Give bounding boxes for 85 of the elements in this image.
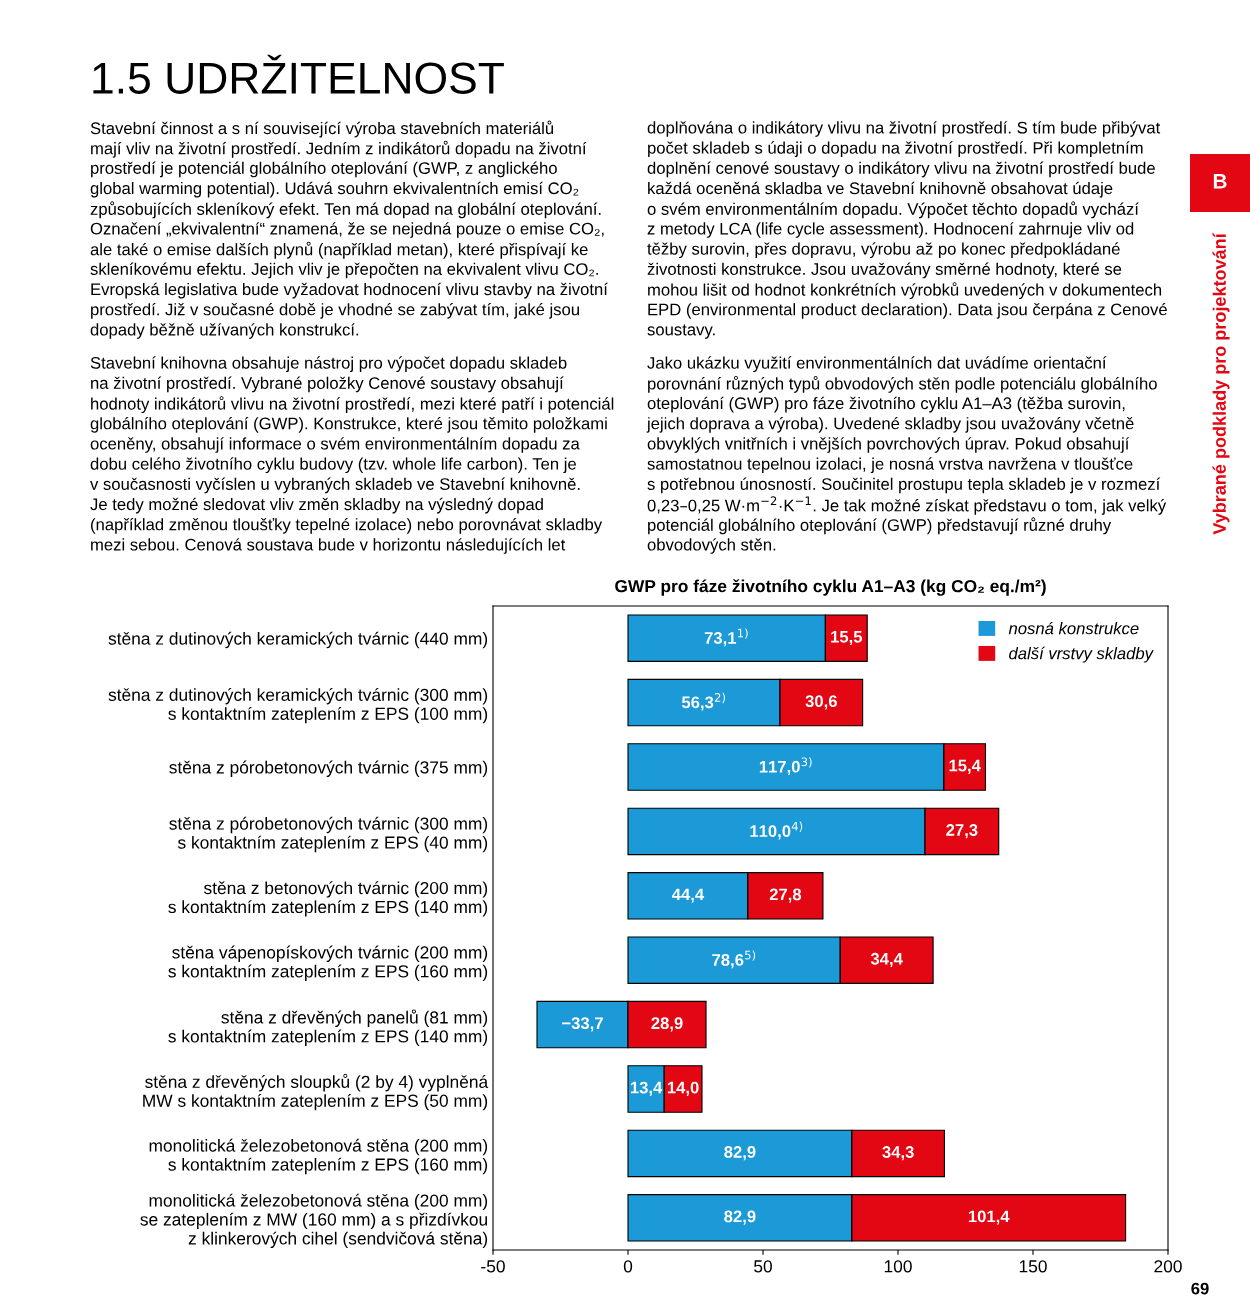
text: porovnání různých typů obvodových stěn podle potenciálu globálního [648, 375, 1157, 393]
data-label: 30,6 [805, 695, 837, 710]
data-label: 27,3 [946, 824, 978, 839]
text: jejich doprava a výroba). Uvedené skladby jsou uvažovány včetně [646, 416, 1134, 433]
x-tick-label: 100 [884, 1260, 912, 1273]
text: každá oceněná skladba ve Stavební knihovně obsahovat údaje [648, 181, 1113, 198]
x-tick-label: 50 [754, 1260, 772, 1273]
data-label: 27,8 [769, 888, 802, 903]
text: dopady běžně užívaných konstrukcí. [90, 323, 359, 339]
text: obvyklých vnitřních i vnějších povrchových úprav. Pokud obsahují [647, 437, 1130, 453]
y-tick-label: stěna z pórobetonových tvárnic (375 mm) [169, 760, 488, 777]
text: prostředí. Již v současné době je vhodné se zabývat tím, jaké jsou [91, 302, 579, 319]
text: Stavební činnost a s ní související výroba stavebních materiálů [90, 120, 554, 138]
text: ale také o emise dalších plynů (například metan), které přispívají ke [90, 241, 588, 259]
data-label: −33,7 [562, 1017, 603, 1032]
y-tick-label: stěna z dutinových keramických tvárnic (300 mm) s kontaktním zateplením z EPS (100 mm) [108, 688, 488, 724]
text: těžby surovin, přes dopravu, výrobu až po konec předpokládané [647, 242, 1120, 259]
text: počet skladeb s údaji o dopadu na životní prostředí. Při kompletním [648, 141, 1143, 158]
text: způsobujících skleníkový efekt. Ten má dopad na globální oteplování. [90, 201, 601, 219]
y-tick-label: monolitická železobetonová stěna (200 mm) se zateplením z MW (160 mm) a s přizdívkou z klinkerových cihel (sendvičová stěna) [140, 1193, 488, 1249]
data-label: 13,4 [630, 1081, 663, 1096]
y-tick-label: stěna z dřevěných panelů (81 mm) s kontaktním zateplením z EPS (140 mm) [168, 1009, 488, 1046]
text: global warming potential). Udává souhrn ekvivalentních emisí CO₂ [90, 181, 579, 198]
data-label: 110,0$^{4)}$ [750, 821, 803, 840]
chart-title: GWP pro fáze životního cyklu A1–A3 (kg CO₂ eq./m²) [615, 579, 1046, 596]
legend-label: nosná konstrukce [1008, 621, 1139, 635]
text: na životní prostředí. Vybrané položky Cenové soustavy obsahují [91, 376, 564, 393]
text: mají vliv na životní prostředí. Jedním z indikátorů dopadu na životní [91, 140, 587, 158]
data-label: 15,4 [949, 759, 981, 774]
data-label: 82,9 [724, 1146, 756, 1161]
data-label: 73,1$^{1)}$ [704, 628, 748, 647]
text: soustavy. [647, 324, 715, 339]
data-label: 56,3$^{2)}$ [681, 692, 725, 711]
text: z metody LCA (life cycle assessment). Hodnocení zahrnuje vliv od [647, 222, 1134, 238]
text: s potřebnou únosností. Součinitel prostupu tepla skladeb je v rozmezí [647, 477, 1161, 494]
text: prostředí je potenciál globálního oteplování (GWP, z anglického [91, 161, 557, 178]
data-label: 28,9 [651, 1017, 683, 1032]
text: Označení „ekvivalentní“ znamená, že se nejedná pouze o emise CO₂, [90, 222, 604, 238]
text: 0,23–0,25 W·m$^{−2}$·K$^{−1}$. Je tak možné získat představu o tom, jak velký [647, 496, 1167, 515]
data-label: 44,4 [671, 888, 705, 903]
text: Je tedy možné sledovat vliv změn skladby na výsledný dopad [90, 497, 543, 514]
x-tick-label: 150 [1019, 1260, 1047, 1273]
data-label: 82,9 [724, 1210, 756, 1225]
text: Stavební knihovna obsahuje nástroj pro výpočet dopadu skladeb [90, 356, 567, 373]
y-tick-label: stěna z dutinových keramických tvárnic (440 mm) [108, 631, 488, 649]
text: o svém environmentálním dopadu. Výpočet těchto dopadů vychází [647, 201, 1139, 219]
text: EPD (environmental product declaration). Data jsou čerpána z Cenové [648, 302, 1167, 319]
text: hodnoty indikátorů vlivu na životní prostředí, mezi které patří i potenciál [91, 396, 614, 414]
data-label: 78,6$^{5)}$ [712, 950, 756, 969]
text: doplňována o indikátory vlivu na životní prostředí. S tím bude přibývat [647, 121, 1161, 137]
data-label: 117,0$^{3)}$ [759, 757, 812, 776]
text: B [1213, 174, 1227, 189]
text: 1.5 UDRŽITELNOST [93, 54, 504, 94]
text: oceněny, obsahují informace o svém environmentálním dopadu za [90, 437, 580, 453]
text: 69 [1191, 1282, 1209, 1295]
y-tick-label: monolitická železobetonová stěna (200 mm) s kontaktním zateplením z EPS (160 mm) [149, 1138, 488, 1175]
x-tick-label: 200 [1154, 1260, 1182, 1273]
y-tick-label: stěna z pórobetonových tvárnic (300 mm) s kontaktním zateplením z EPS (40 mm) [169, 816, 488, 853]
text: životnosti konstrukce. Jsou uvažovány směrné hodnoty, které se [647, 262, 1122, 279]
text: Vybrané podklady pro projektování [1212, 232, 1230, 535]
data-label: 34,4 [870, 952, 903, 968]
y-tick-label: stěna z dřevěných sloupků (2 by 4) vyplněná MW s kontaktním zateplením z EPS (50 mm) [143, 1073, 489, 1111]
data-label: 34,3 [882, 1146, 914, 1161]
text: oteplování (GWP) pro fáze životního cyklu A1–A3 (těžba surovin, [647, 396, 1125, 413]
x-tick-label: -50 [481, 1260, 505, 1273]
y-tick-label: stěna z betonových tvárnic (200 mm) s kontaktním zateplením z EPS (140 mm) [168, 881, 488, 917]
text: skleníkovému efektu. Jejich vliv je přepočten na ekvivalent vlivu CO₂. [90, 262, 598, 279]
data-label: 101,4 [968, 1210, 1010, 1225]
text: (například změnou tloušťky tepelné izolace) nebo porovnávat skladby [91, 517, 603, 534]
text: globálního oteplování (GWP). Konstrukce, které jsou těmito položkami [90, 416, 607, 433]
text: potenciál globálního oteplování (GWP) představují různé druhy [648, 517, 1112, 535]
text: v současnosti vyčíslen u vybraných skladeb ve Stavební knihovně. [90, 477, 580, 494]
text: mezi sebou. Cenová soustava bude v horizontu následujících let [91, 538, 566, 554]
text: mohou lišit od hodnot konkrétních výrobků uvedených v dokumentech [648, 282, 1162, 300]
text: obvodových stěn. [647, 538, 776, 554]
y-tick-label: stěna vápenopískových tvárnic (200 mm) s kontaktním zateplením z EPS (160 mm) [168, 945, 488, 981]
data-label: 14,0 [667, 1081, 699, 1096]
text: doplnění cenové soustavy o indikátory vlivu na životní prostředí bude [647, 161, 1155, 178]
text: Evropská legislativa bude vyžadovat hodnocení vlivu stavby na životní [91, 282, 608, 299]
text: Jako ukázku využití environmentálních dat uvádíme orientační [647, 356, 1107, 373]
data-label: 15,5 [831, 631, 863, 646]
text: dobu celého životního cyklu budovy (tzv. whole life carbon). Ten je [90, 457, 576, 474]
x-tick-label: 0 [623, 1260, 633, 1273]
legend-label: další vrstvy skladby [1009, 646, 1154, 663]
text: samostatnou tepelnou izolaci, je nosná vrstva navržena v tloušťce [647, 457, 1133, 474]
